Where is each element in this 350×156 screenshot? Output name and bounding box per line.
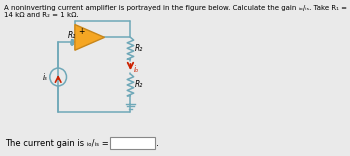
Text: The current gain is ᵢₒ/ᵢₛ =: The current gain is ᵢₒ/ᵢₛ = <box>5 139 109 148</box>
Text: R₂: R₂ <box>135 44 143 53</box>
Text: +: + <box>78 27 85 36</box>
FancyBboxPatch shape <box>110 137 155 149</box>
Text: iₛ: iₛ <box>43 73 48 81</box>
Text: iₒ: iₒ <box>134 65 139 74</box>
Polygon shape <box>75 24 105 50</box>
Text: A noninverting current amplifier is portrayed in the figure below. Calculate the: A noninverting current amplifier is port… <box>5 5 348 18</box>
Text: R₁: R₁ <box>68 31 76 40</box>
Text: R₂: R₂ <box>135 80 143 89</box>
Text: .: . <box>156 138 159 148</box>
